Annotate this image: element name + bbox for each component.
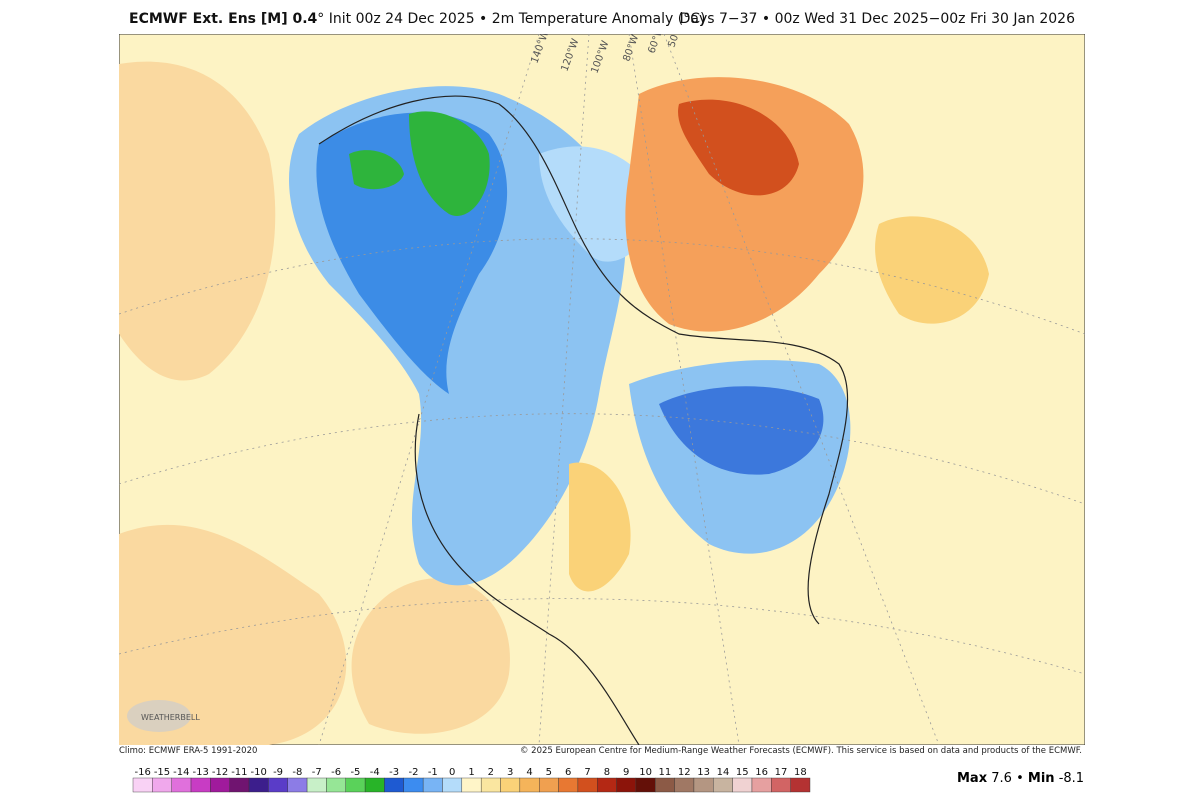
anomaly-area <box>409 111 490 216</box>
colorbar-label: 1 <box>468 767 474 778</box>
colorbar-label: 3 <box>507 767 513 778</box>
color-box <box>132 777 153 793</box>
colorbar-label: -1 <box>428 767 438 778</box>
colorbar-label: -13 <box>193 767 209 778</box>
color-box <box>306 777 327 793</box>
colorbar-label: 18 <box>794 767 807 778</box>
color-box <box>790 777 811 793</box>
colorbar-label: -10 <box>251 767 267 778</box>
title-rest: ° Init 00z 24 Dec 2025 • 2m Temperature … <box>317 11 706 27</box>
color-box <box>519 777 540 793</box>
color-box <box>326 777 346 793</box>
colorbar-label: -2 <box>408 767 418 778</box>
color-box <box>364 777 385 793</box>
color-box <box>751 777 772 793</box>
colorbar-label: 12 <box>678 767 691 778</box>
coastline <box>318 95 849 745</box>
anomaly-area <box>875 216 989 324</box>
color-box <box>616 777 637 793</box>
color-box <box>597 777 617 793</box>
max-value: 7.6 <box>991 771 1012 786</box>
color-box <box>384 777 405 793</box>
anomaly-area <box>659 386 824 475</box>
anomaly-area <box>119 524 347 745</box>
anomaly-area <box>678 99 799 196</box>
colorbar-label: 13 <box>697 767 710 778</box>
logo: WEATHERBELL <box>127 700 200 732</box>
color-box <box>693 777 714 793</box>
header-title: ECMWF Ext. Ens [M] 0.4° Init 00z 24 Dec … <box>129 11 705 27</box>
colorbar-label: -12 <box>212 767 228 778</box>
footer-credit: © 2025 European Centre for Medium-Range … <box>519 746 1082 756</box>
logo-text: WEATHERBELL <box>141 713 200 722</box>
colorbar-label: -9 <box>273 767 283 778</box>
color-box <box>190 777 211 793</box>
colorbar: -16 -15 -14 -13 -12 -11 -10 -9 -8 -7 -6 -5 -4 -3 -2 -1 0… <box>132 767 811 793</box>
colorbar-label: 0 <box>449 767 455 778</box>
colorbar-label: -6 <box>331 767 341 778</box>
colorbar-label: 4 <box>526 767 532 778</box>
colorbar-label: -8 <box>292 767 302 778</box>
colorbar-label: 8 <box>604 767 610 778</box>
colorbar-label: -16 <box>134 767 150 778</box>
colorbar-label: 17 <box>775 767 788 778</box>
color-box <box>268 777 288 793</box>
max-label: Max <box>957 771 988 786</box>
color-box <box>732 777 753 793</box>
graticule <box>119 34 1085 745</box>
color-box <box>577 777 598 793</box>
colorbar-label: 11 <box>659 767 672 778</box>
color-box <box>655 777 675 793</box>
stats: Max 7.6 • Min -8.1 <box>957 771 1084 786</box>
colorbar-label: 2 <box>488 767 494 778</box>
colorbar-label: -4 <box>370 767 380 778</box>
color-box <box>422 777 443 793</box>
colorbar-label: -14 <box>173 767 189 778</box>
color-box <box>674 777 695 793</box>
colorbar-label: 10 <box>639 767 652 778</box>
color-box <box>442 777 463 793</box>
color-box <box>558 777 579 793</box>
colorbar-label: 9 <box>623 767 629 778</box>
anomaly-area <box>349 150 404 190</box>
anomaly-area <box>351 578 510 734</box>
colorbar-label: 6 <box>565 767 571 778</box>
colorbar-label: -5 <box>350 767 360 778</box>
color-box <box>500 777 521 793</box>
color-box <box>210 777 230 793</box>
colorbar-label: -7 <box>312 767 322 778</box>
color-box <box>229 777 250 793</box>
header-valid: Days 7−37 • 00z Wed 31 Dec 2025−00z Fri … <box>679 11 1075 27</box>
title-bold: ECMWF Ext. Ens [M] 0.4 <box>129 11 318 27</box>
colorbar-label: 16 <box>755 767 768 778</box>
color-box <box>152 777 172 793</box>
color-box <box>539 777 559 793</box>
colorbar-label: -3 <box>389 767 399 778</box>
colorbar-label: 7 <box>584 767 590 778</box>
colorbar-label: 14 <box>717 767 730 778</box>
colorbar-label: -15 <box>154 767 170 778</box>
footer-climo: Climo: ECMWF ERA-5 1991-2020 <box>119 746 258 756</box>
color-box <box>713 777 733 793</box>
anomaly-area <box>625 77 864 332</box>
color-box <box>248 777 269 793</box>
color-box <box>345 777 366 793</box>
separator: • <box>1016 771 1024 786</box>
anomaly-area <box>119 61 276 381</box>
colorbar-label: 15 <box>736 767 749 778</box>
anomaly-area <box>569 462 631 592</box>
min-value: -8.1 <box>1058 771 1085 786</box>
map: 140°W 120°W 100°W 80°W 60°W 50°W WEATHERBELL <box>119 34 1085 745</box>
color-box <box>771 777 791 793</box>
colorbar-label: -11 <box>231 767 247 778</box>
colorbar-label: 5 <box>546 767 552 778</box>
color-box <box>287 777 308 793</box>
color-box <box>480 777 501 793</box>
color-box <box>461 777 482 793</box>
min-label: Min <box>1027 771 1055 786</box>
color-box <box>403 777 424 793</box>
color-box <box>635 777 656 793</box>
color-box <box>171 777 192 793</box>
